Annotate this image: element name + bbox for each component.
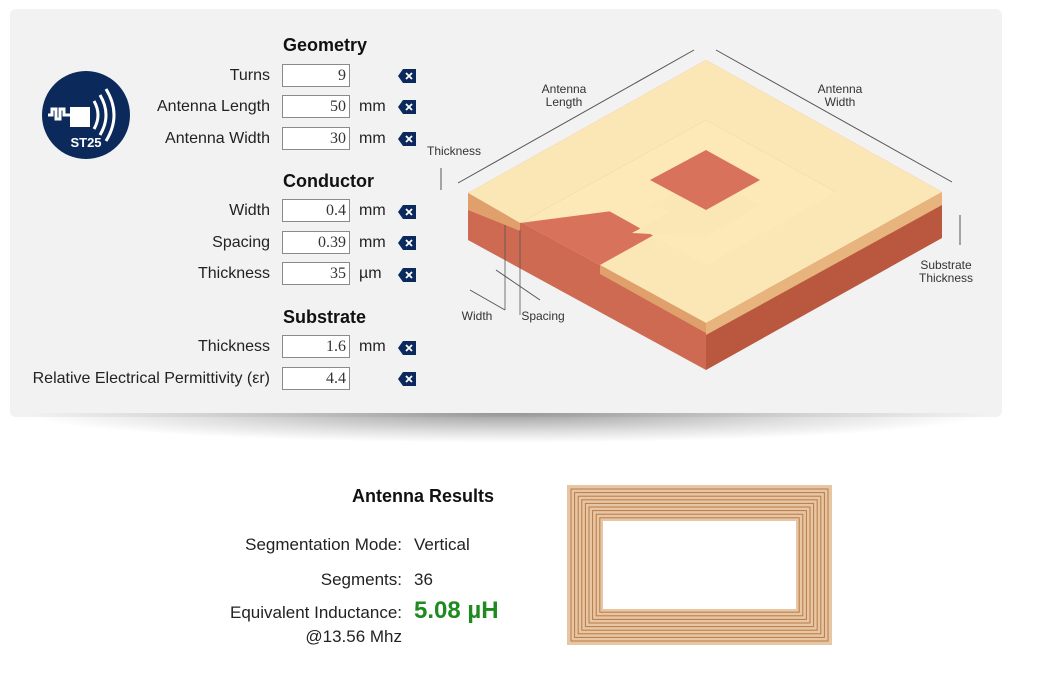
inductance-label: Equivalent Inductance: (229, 603, 402, 622)
turns-label: Turns (229, 67, 270, 84)
clear-antenna-length-icon[interactable] (398, 100, 416, 114)
coil-turn (599, 517, 800, 613)
coil-turn (595, 513, 804, 617)
spacing-text: Spacing (521, 309, 564, 323)
substrate-front-face (468, 193, 706, 370)
turns-input[interactable] (282, 64, 350, 87)
antenna-length-text-1: Antenna (542, 82, 587, 96)
center-gap (650, 150, 760, 210)
copper-edge (468, 193, 520, 231)
spacing-unit: mm (359, 234, 386, 251)
clear-spacing-icon[interactable] (398, 236, 416, 250)
coil-turn (570, 488, 829, 642)
antenna-diagram: Antenna Length Antenna Width Thickness S… (427, 49, 973, 370)
permittivity-label: Relative Electrical Permittivity (εr) (32, 370, 270, 387)
width-text: Width (462, 309, 493, 323)
segments-value: 36 (414, 570, 433, 589)
coil-turn (574, 492, 825, 638)
segments-label: Segments: (320, 570, 402, 589)
spacing-input[interactable] (282, 231, 350, 254)
antenna-width-text-1: Antenna (818, 82, 863, 96)
copper-edge (706, 192, 942, 335)
conductor-width-unit: mm (359, 202, 386, 219)
geometry-title: Geometry (283, 35, 368, 55)
antenna-width-text-2: Width (825, 95, 856, 109)
substrate-thickness-unit: mm (359, 338, 386, 355)
antenna-length-input[interactable] (282, 95, 350, 118)
st25-logo: ST25 (42, 71, 130, 159)
segmentation-mode-value: Vertical (414, 535, 470, 554)
inductance-frequency: @13.56 Mhz (305, 627, 402, 646)
spacing-dim (495, 269, 541, 301)
conductor-width-label: Width (229, 202, 270, 219)
width-dim (469, 289, 506, 311)
thickness-text: Thickness (427, 144, 481, 158)
clear-antenna-width-icon[interactable] (398, 132, 416, 146)
substrate-thickness-text-2: Thickness (919, 271, 973, 285)
antenna-width-input[interactable] (282, 127, 350, 150)
coil-turn (592, 510, 807, 620)
coil-turn (577, 495, 822, 635)
results-title: Antenna Results (351, 486, 495, 506)
spiral-outer-turn (468, 60, 942, 323)
antenna-length-text-2: Length (546, 95, 583, 109)
logo-text: ST25 (70, 135, 102, 150)
antenna-length-label: Antenna Length (157, 98, 270, 115)
clear-conductor-thickness-icon[interactable] (398, 268, 416, 282)
antenna-length-unit: mm (359, 98, 386, 115)
nfc-chip-icon (48, 88, 116, 142)
conductor-thickness-unit: µm (359, 265, 382, 282)
coil-turn (581, 499, 818, 631)
inductance-value: 5.08 µH (414, 597, 499, 624)
antenna-width-dim (715, 49, 953, 183)
antenna-width-label: Antenna Width (165, 130, 270, 147)
substrate-thickness-input[interactable] (282, 335, 350, 358)
clear-turns-icon[interactable] (398, 69, 416, 83)
permittivity-input[interactable] (282, 367, 350, 390)
coil-preview (567, 485, 832, 645)
coil-turn (588, 506, 811, 624)
coil-turn (584, 502, 815, 628)
clear-permittivity-icon[interactable] (398, 372, 416, 386)
substrate-thickness-text-1: Substrate (920, 258, 972, 272)
copper-edge (600, 265, 706, 333)
antenna-length-dim (457, 49, 695, 184)
conductor-thickness-label: Thickness (197, 265, 270, 282)
segmentation-mode-label: Segmentation Mode: (245, 535, 402, 554)
spacing-label: Spacing (212, 234, 270, 251)
clear-conductor-width-icon[interactable] (398, 205, 416, 219)
conductor-width-input[interactable] (282, 199, 350, 222)
conductor-thickness-input[interactable] (282, 262, 350, 285)
substrate-title: Substrate (283, 307, 367, 327)
substrate-thickness-label: Thickness (197, 338, 270, 355)
antenna-width-unit: mm (359, 130, 386, 147)
clear-substrate-thickness-icon[interactable] (398, 341, 416, 355)
panel-shadow (18, 413, 994, 443)
conductor-title: Conductor (283, 171, 374, 191)
